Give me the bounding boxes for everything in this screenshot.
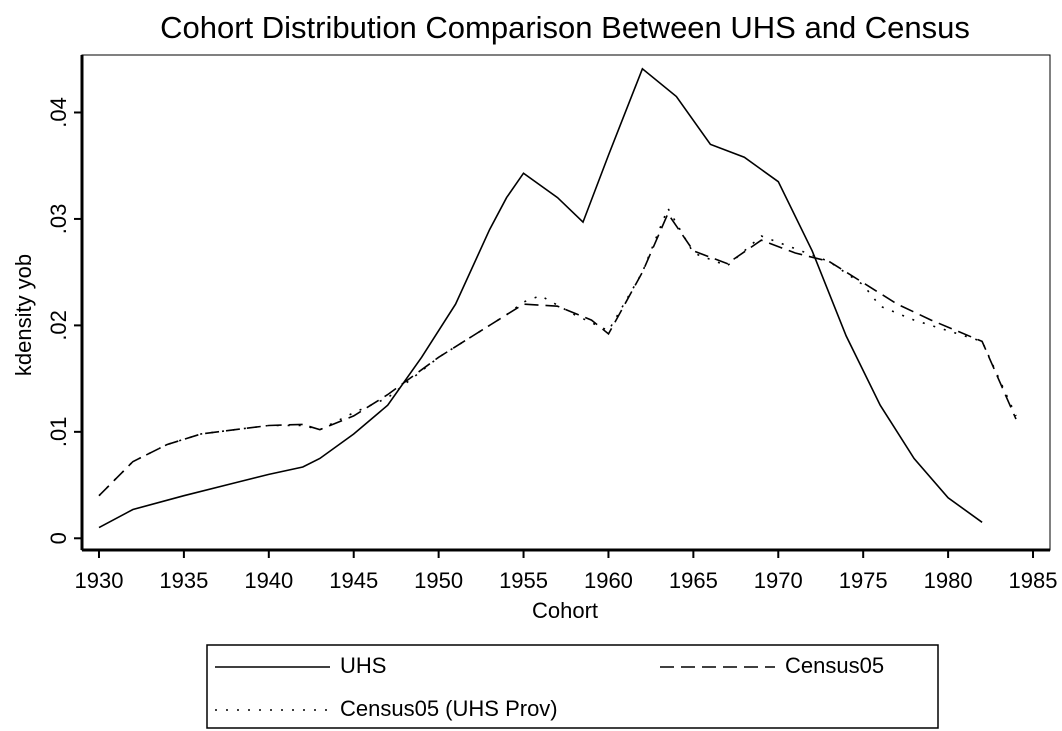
x-tick-label: 1985 <box>1009 568 1058 593</box>
x-tick-label: 1975 <box>839 568 888 593</box>
chart-title: Cohort Distribution Comparison Between U… <box>160 10 970 45</box>
series-line <box>98 67 983 529</box>
x-tick-label: 1965 <box>669 568 718 593</box>
x-tick-label: 1930 <box>75 568 124 593</box>
x-tick-label: 1980 <box>924 568 973 593</box>
legend-label: Census05 <box>785 653 884 678</box>
x-tick-label: 1935 <box>159 568 208 593</box>
legend-label: Census05 (UHS Prov) <box>340 696 558 721</box>
series-line <box>98 211 1017 497</box>
y-tick-label: 0 <box>46 532 71 544</box>
y-tick-label: .02 <box>46 310 71 341</box>
x-axis-title: Cohort <box>532 598 598 623</box>
legend-label: UHS <box>340 653 386 678</box>
y-axis-title: kdensity yob <box>11 254 36 376</box>
y-tick-label: .04 <box>46 97 71 128</box>
y-tick-label: .01 <box>46 417 71 448</box>
x-tick-label: 1945 <box>329 568 378 593</box>
x-tick-label: 1940 <box>244 568 293 593</box>
x-tick-label: 1955 <box>499 568 548 593</box>
x-tick-label: 1960 <box>584 568 633 593</box>
y-tick-label: .03 <box>46 204 71 235</box>
x-tick-label: 1950 <box>414 568 463 593</box>
legend-box <box>206 644 939 729</box>
x-tick-label: 1970 <box>754 568 803 593</box>
